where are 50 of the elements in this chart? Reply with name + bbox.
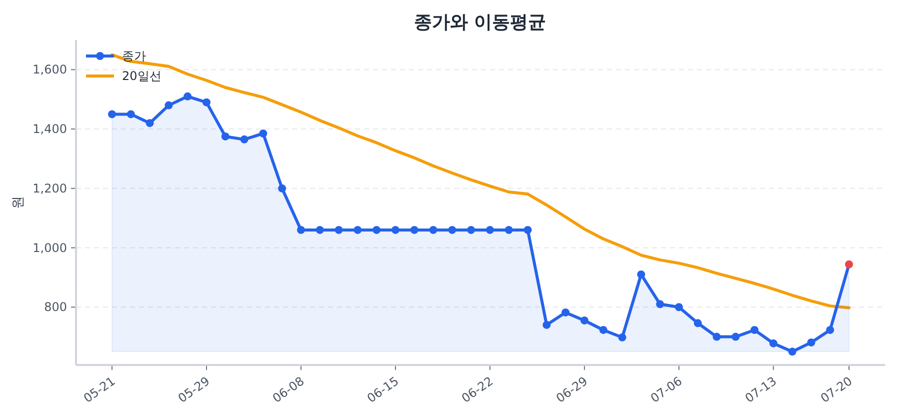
point: [221, 132, 230, 140]
y-tick-label: 800: [44, 300, 67, 314]
y-tick-label: 1,000: [32, 240, 67, 255]
point: [504, 226, 513, 234]
point: [788, 348, 796, 356]
point: [410, 226, 418, 234]
point: [164, 101, 173, 110]
point: [694, 319, 702, 328]
point: [184, 92, 192, 100]
y-axis-title: 원: [11, 196, 26, 209]
line-series: [110, 53, 850, 310]
point: [278, 184, 286, 192]
point: [391, 226, 400, 234]
point: [637, 270, 646, 278]
point: [259, 129, 268, 138]
point: [486, 226, 494, 234]
point: [712, 332, 721, 341]
point: [372, 226, 381, 234]
point: [467, 226, 476, 234]
point: [769, 339, 778, 348]
point: [240, 135, 248, 144]
point: [296, 226, 305, 234]
point: [448, 226, 456, 234]
point: [732, 332, 740, 341]
point: [108, 110, 116, 118]
point: [126, 110, 135, 118]
y-tick-label: 1,400: [32, 122, 67, 136]
point: [599, 326, 608, 334]
point: [334, 226, 343, 234]
point: [580, 316, 588, 324]
point: [826, 326, 834, 334]
point: [146, 119, 154, 128]
chart-title: 종가와 이동평균: [414, 12, 546, 33]
point: [316, 226, 324, 234]
legend-label: 종가: [122, 49, 146, 63]
point: [618, 333, 626, 342]
point: [429, 226, 438, 234]
point: [750, 326, 759, 334]
point: [542, 320, 551, 329]
point: [656, 300, 664, 308]
point: [674, 303, 683, 312]
point: [202, 98, 210, 106]
point: [354, 226, 362, 234]
point: [562, 308, 570, 316]
point: [845, 260, 853, 268]
y-tick-label: 1,600: [32, 62, 67, 77]
y-tick-label: 1,200: [32, 181, 67, 196]
point: [807, 338, 816, 346]
point: [524, 226, 532, 234]
legend-label: 20일선: [122, 69, 162, 83]
